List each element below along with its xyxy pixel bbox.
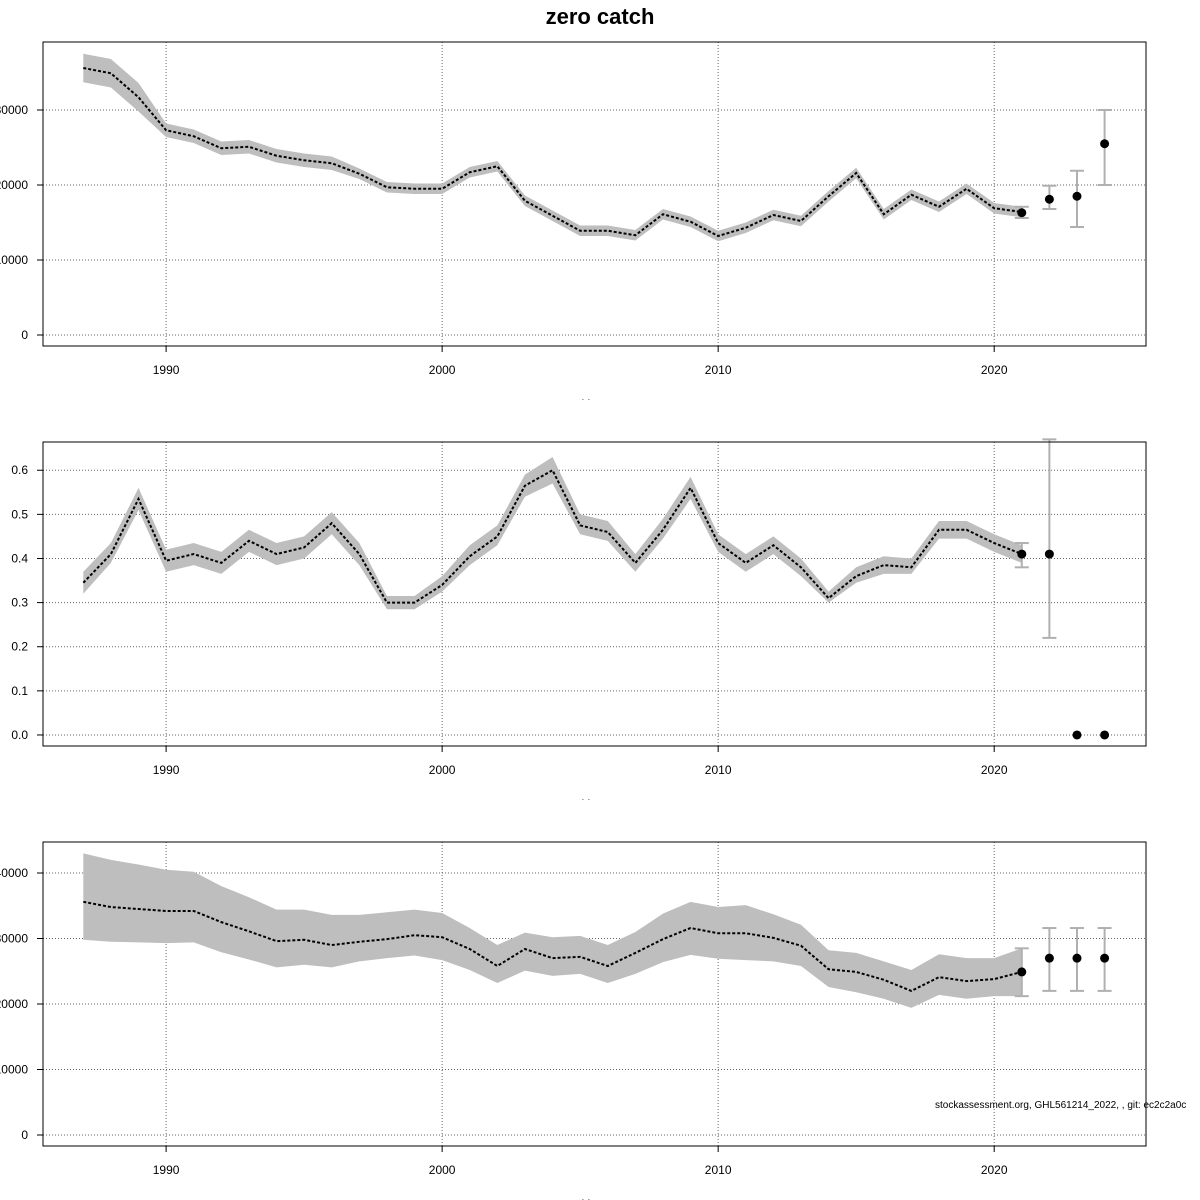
forecast-point bbox=[1072, 953, 1082, 963]
panel: 0.0 0.1 0.2 0.3 0.4 0.5 0.6 1990 2000 2010 2020 Yea… bbox=[11, 438, 1147, 800]
forecast-point bbox=[1100, 139, 1110, 149]
x-tick-label: 1990 bbox=[153, 363, 180, 377]
chart-title: zero catch bbox=[546, 4, 655, 29]
y-tick-label: 0.2 bbox=[11, 640, 28, 654]
x-axis-label: Year bbox=[582, 797, 606, 800]
x-tick-label: 2020 bbox=[981, 1163, 1008, 1177]
forecast-point bbox=[1100, 953, 1110, 963]
y-tick-label: 0.4 bbox=[11, 551, 28, 565]
x-tick-label: 2020 bbox=[981, 363, 1008, 377]
x-tick-label: 2010 bbox=[705, 1163, 732, 1177]
y-tick-label: 30000 bbox=[0, 932, 28, 946]
plot-frame bbox=[42, 441, 1147, 747]
y-tick-label: 40000 bbox=[0, 866, 28, 880]
forecast-point bbox=[1100, 730, 1110, 740]
forecast-point bbox=[1044, 953, 1054, 963]
x-tick-label: 2010 bbox=[705, 363, 732, 377]
y-tick-label: 0 bbox=[21, 328, 28, 342]
y-tick-label: 30000 bbox=[0, 103, 28, 117]
x-tick-label: 2000 bbox=[429, 1163, 456, 1177]
forecast-point bbox=[1017, 208, 1027, 218]
forecast-point bbox=[1017, 967, 1027, 977]
y-tick-label: 0 bbox=[21, 1128, 28, 1142]
x-tick-label: 2020 bbox=[981, 763, 1008, 777]
y-tick-label: 0.5 bbox=[11, 507, 28, 521]
x-axis-label: Year bbox=[582, 1197, 606, 1200]
x-tick-label: 1990 bbox=[153, 763, 180, 777]
confidence-band bbox=[83, 457, 1022, 610]
confidence-band bbox=[83, 853, 1022, 1008]
y-tick-label: 10000 bbox=[0, 253, 28, 267]
forecast-point bbox=[1044, 549, 1054, 559]
y-tick-label: 10000 bbox=[0, 1063, 28, 1077]
x-tick-label: 2000 bbox=[429, 763, 456, 777]
y-tick-label: 0.1 bbox=[11, 684, 28, 698]
forecast-point bbox=[1072, 191, 1082, 201]
forecast-point bbox=[1072, 730, 1082, 740]
y-tick-label: 0.6 bbox=[11, 463, 28, 477]
x-tick-label: 2010 bbox=[705, 763, 732, 777]
plot-frame bbox=[42, 41, 1147, 347]
confidence-band bbox=[83, 53, 1022, 242]
x-tick-label: 1990 bbox=[153, 1163, 180, 1177]
estimate-line bbox=[82, 468, 1023, 604]
forecast-point bbox=[1017, 549, 1027, 559]
footnote: stockassessment.org, GHL561214_2022, , g… bbox=[935, 1100, 1186, 1111]
y-tick-label: 0.0 bbox=[11, 728, 28, 742]
x-axis-label: Year bbox=[582, 397, 606, 400]
forecast-point bbox=[1044, 194, 1054, 204]
x-tick-label: 2000 bbox=[429, 363, 456, 377]
plot-frame bbox=[42, 841, 1147, 1147]
estimate-line bbox=[83, 900, 1023, 992]
y-tick-label: 0.3 bbox=[11, 596, 28, 610]
